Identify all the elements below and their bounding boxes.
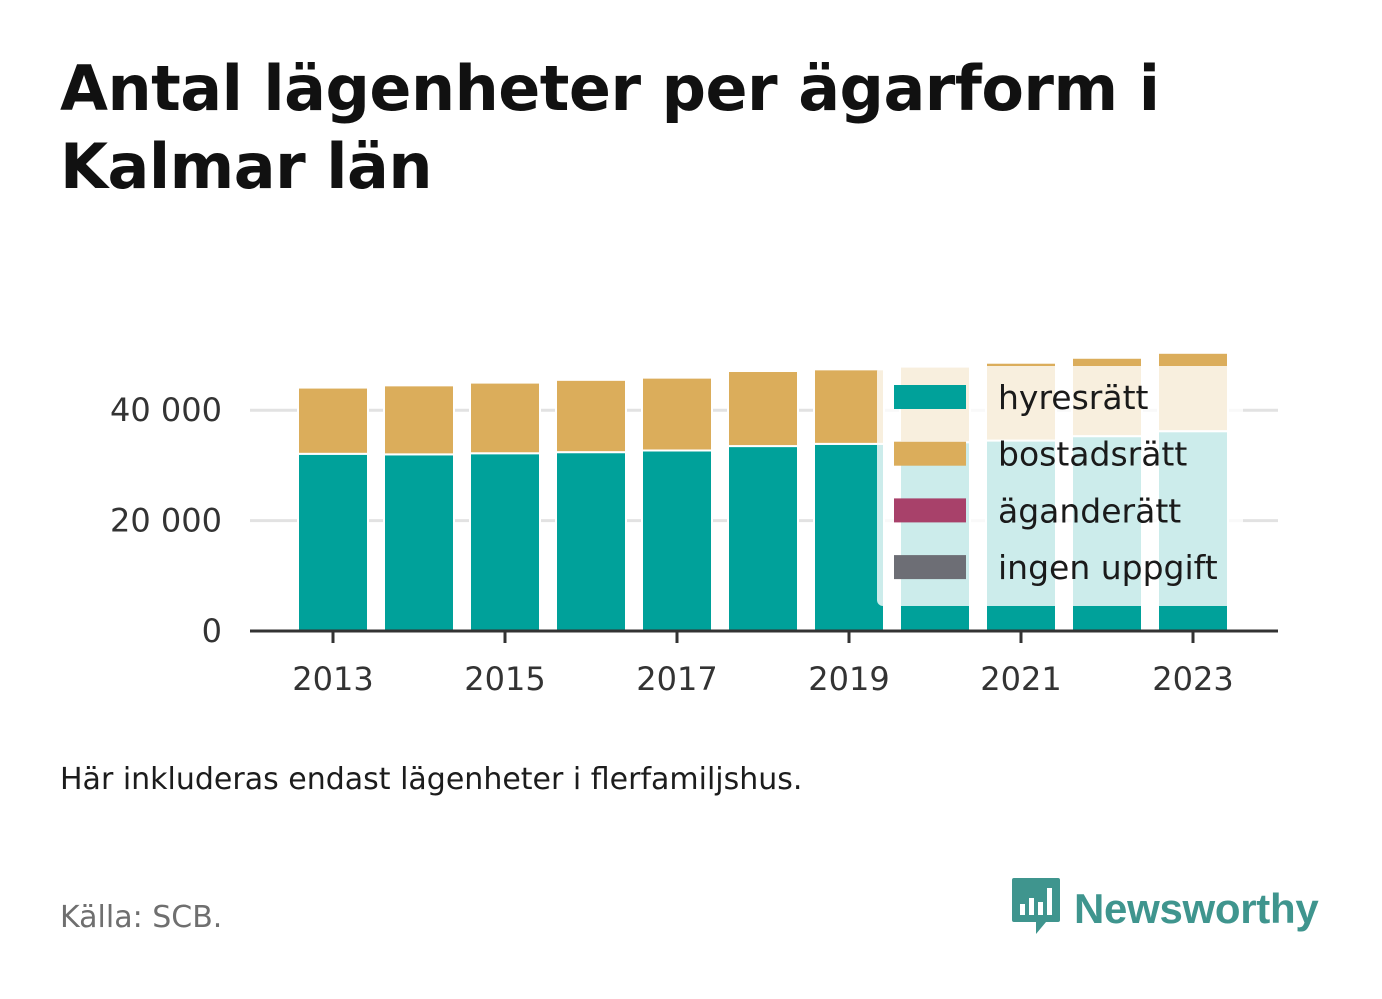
y-tick-label: 40 000	[110, 391, 222, 429]
y-axis: 0 20 000 40 000	[110, 391, 222, 650]
legend-label: hyresrätt	[998, 378, 1149, 417]
legend-swatch	[894, 555, 966, 580]
bar-segment	[469, 452, 541, 633]
legend-swatch	[894, 385, 966, 409]
bar-segment	[813, 442, 885, 633]
bar-segment	[727, 370, 799, 448]
bar-segment	[469, 381, 541, 455]
legend-label: äganderätt	[998, 491, 1181, 530]
legend: hyresrätt bostadsrätt äganderätt ingen uppg…	[877, 366, 1243, 606]
x-tick-label: 2019	[808, 660, 889, 698]
legend-label: bostadsrätt	[998, 435, 1187, 474]
bar-segment	[641, 376, 713, 452]
bar-segment	[641, 449, 713, 632]
legend-label: ingen uppgift	[998, 548, 1218, 587]
bar-segment	[297, 386, 369, 455]
x-tick-label: 2013	[292, 660, 373, 698]
chart-title: Antal lägenheter per ägarform i Kalmar l…	[60, 52, 1160, 203]
bar-segment	[383, 453, 455, 632]
chart-note: Här inkluderas endast lägenheter i flerf…	[60, 762, 803, 797]
chart: 2013 2015 2017 2019 2021 2023 0 20 000 40 000 h…	[110, 351, 1278, 698]
x-tick-label: 2015	[464, 660, 545, 698]
legend-swatch	[894, 441, 966, 466]
y-tick-label: 20 000	[110, 502, 222, 540]
bar-segment	[297, 452, 369, 633]
x-axis: 2013 2015 2017 2019 2021 2023	[292, 631, 1234, 698]
bar-segment	[555, 451, 627, 633]
source-credit: Källa: SCB.	[60, 900, 223, 935]
legend-swatch	[894, 498, 966, 523]
x-tick-label: 2021	[980, 660, 1061, 698]
bar-segment	[727, 445, 799, 632]
newsworthy-logo: Newsworthy	[1010, 876, 1319, 942]
newsworthy-bar-chart-logo-icon	[1010, 876, 1062, 942]
x-tick-label: 2023	[1152, 660, 1233, 698]
brand-name: Newsworthy	[1074, 885, 1319, 932]
x-tick-label: 2017	[636, 660, 717, 698]
bar-segment	[383, 384, 455, 456]
bar-segment	[813, 368, 885, 445]
bar-segment	[555, 378, 627, 454]
y-tick-label: 0	[202, 612, 222, 650]
legend-background	[877, 366, 1243, 606]
